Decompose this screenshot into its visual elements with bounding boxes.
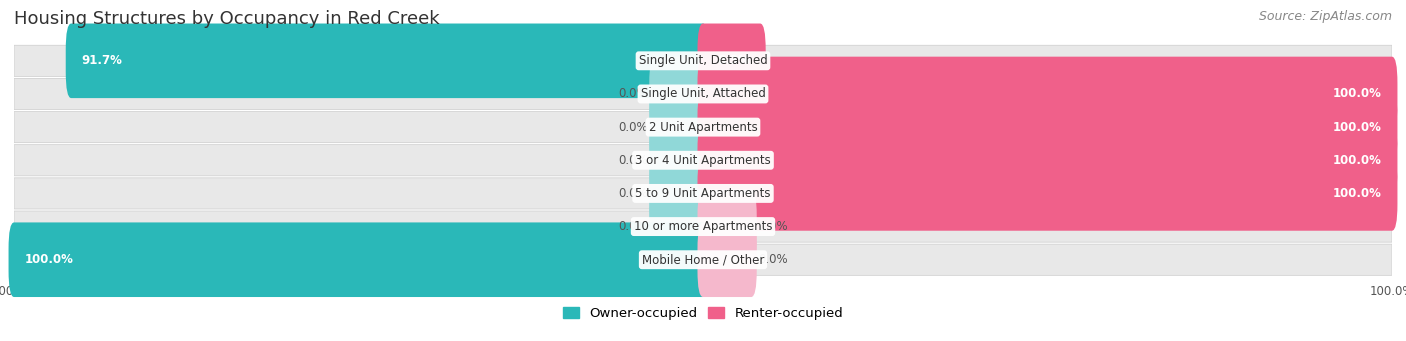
Text: 10 or more Apartments: 10 or more Apartments <box>634 220 772 233</box>
FancyBboxPatch shape <box>697 90 1398 164</box>
FancyBboxPatch shape <box>14 178 1392 209</box>
Text: 100.0%: 100.0% <box>1333 87 1382 101</box>
Text: 5 to 9 Unit Apartments: 5 to 9 Unit Apartments <box>636 187 770 200</box>
Text: 0.0%: 0.0% <box>619 154 648 167</box>
Text: Mobile Home / Other: Mobile Home / Other <box>641 253 765 266</box>
FancyBboxPatch shape <box>650 57 709 131</box>
FancyBboxPatch shape <box>697 222 756 297</box>
Text: 100.0%: 100.0% <box>24 253 73 266</box>
FancyBboxPatch shape <box>66 24 709 98</box>
FancyBboxPatch shape <box>697 57 1398 131</box>
Text: 0.0%: 0.0% <box>619 187 648 200</box>
Text: 2 Unit Apartments: 2 Unit Apartments <box>648 121 758 134</box>
FancyBboxPatch shape <box>650 156 709 231</box>
FancyBboxPatch shape <box>697 189 756 264</box>
FancyBboxPatch shape <box>697 123 1398 197</box>
FancyBboxPatch shape <box>14 112 1392 143</box>
Text: 100.0%: 100.0% <box>1333 121 1382 134</box>
Legend: Owner-occupied, Renter-occupied: Owner-occupied, Renter-occupied <box>558 302 848 326</box>
FancyBboxPatch shape <box>14 45 1392 76</box>
Text: 0.0%: 0.0% <box>619 220 648 233</box>
Text: 91.7%: 91.7% <box>82 54 122 67</box>
FancyBboxPatch shape <box>14 145 1392 176</box>
Text: 3 or 4 Unit Apartments: 3 or 4 Unit Apartments <box>636 154 770 167</box>
FancyBboxPatch shape <box>650 90 709 164</box>
FancyBboxPatch shape <box>14 211 1392 242</box>
FancyBboxPatch shape <box>14 244 1392 275</box>
FancyBboxPatch shape <box>697 24 766 98</box>
Text: Single Unit, Detached: Single Unit, Detached <box>638 54 768 67</box>
Text: 8.3%: 8.3% <box>717 54 749 67</box>
FancyBboxPatch shape <box>650 189 709 264</box>
FancyBboxPatch shape <box>697 156 1398 231</box>
FancyBboxPatch shape <box>650 123 709 197</box>
FancyBboxPatch shape <box>14 78 1392 109</box>
Text: Housing Structures by Occupancy in Red Creek: Housing Structures by Occupancy in Red C… <box>14 10 440 28</box>
Text: Source: ZipAtlas.com: Source: ZipAtlas.com <box>1258 10 1392 23</box>
Text: 100.0%: 100.0% <box>1333 154 1382 167</box>
Text: 0.0%: 0.0% <box>758 220 787 233</box>
Text: 100.0%: 100.0% <box>1333 187 1382 200</box>
Text: Single Unit, Attached: Single Unit, Attached <box>641 87 765 101</box>
Text: 0.0%: 0.0% <box>619 87 648 101</box>
Text: 0.0%: 0.0% <box>758 253 787 266</box>
FancyBboxPatch shape <box>8 222 709 297</box>
Text: 0.0%: 0.0% <box>619 121 648 134</box>
